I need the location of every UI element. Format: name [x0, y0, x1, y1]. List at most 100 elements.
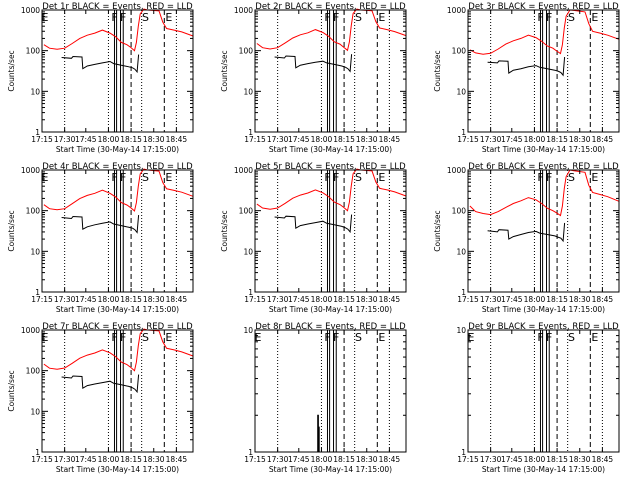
y-tick-label: 100 [452, 207, 467, 216]
series-lld-line [43, 328, 194, 372]
x-axis-label: Start Time (30-May-14 17:15:00) [482, 145, 605, 154]
x-tick-label: 18:30 [569, 295, 591, 304]
x-tick-label: 18:15 [546, 295, 568, 304]
x-tick-label: 17:45 [75, 455, 97, 464]
x-tick-label: 18:00 [98, 455, 120, 464]
x-tick-label: 17:15 [457, 455, 479, 464]
series-lld-line [469, 169, 620, 217]
marker-label: E [165, 11, 172, 24]
x-tick-label: 17:30 [480, 455, 502, 464]
marker-label: E [378, 11, 385, 24]
y-tick-label: 10 [30, 247, 40, 256]
y-tick-label: 1000 [234, 166, 253, 175]
series-events-line [487, 222, 566, 243]
y-axis-label: Counts/sec [7, 370, 16, 411]
x-tick-label: 18:45 [592, 455, 614, 464]
x-tick-label: 18:15 [333, 295, 355, 304]
x-tick-label: 17:30 [54, 295, 76, 304]
marker-label: F [546, 331, 552, 344]
x-axis-label: Start Time (30-May-14 17:15:00) [482, 305, 605, 314]
marker-label: S [568, 331, 575, 344]
x-tick-label: 18:45 [379, 135, 401, 144]
x-tick-label: 18:00 [98, 295, 120, 304]
panel-title: Det 3r BLACK = Events, RED = LLD [468, 2, 619, 12]
marker-label: E [165, 331, 172, 344]
x-tick-label: 18:45 [166, 455, 188, 464]
marker-label: S [355, 331, 362, 344]
series-events-line [61, 215, 140, 234]
y-tick-label: 1 [35, 448, 40, 457]
marker-label: F [537, 331, 543, 344]
marker-label: S [568, 11, 575, 24]
plot-frame [467, 9, 620, 133]
x-tick-label: 17:45 [288, 455, 310, 464]
series-lld-line [43, 168, 194, 212]
x-tick-label: 17:15 [457, 135, 479, 144]
x-tick-label: 17:15 [244, 295, 266, 304]
y-tick-label: 10 [243, 247, 253, 256]
marker-label: F [546, 171, 552, 184]
plot-frame [41, 169, 194, 293]
y-tick-label: 10 [456, 87, 466, 96]
x-tick-label: 17:30 [480, 135, 502, 144]
y-tick-label: 10 [456, 326, 466, 335]
x-tick-label: 17:15 [457, 295, 479, 304]
marker-label: E [378, 171, 385, 184]
panel-title: Det 8r BLACK = Events, RED = LLD [255, 322, 406, 332]
x-axis-label: Start Time (30-May-14 17:15:00) [269, 465, 392, 474]
y-axis-label: Counts/sec [7, 50, 16, 91]
marker-label: E [42, 171, 49, 184]
x-tick-label: 18:30 [356, 295, 378, 304]
series-events-line [61, 374, 140, 394]
x-tick-label: 17:45 [288, 135, 310, 144]
panel-title: Det 5r BLACK = Events, RED = LLD [255, 162, 406, 172]
x-axis-label: Start Time (30-May-14 17:15:00) [482, 465, 605, 474]
y-axis-label: Counts/sec [220, 210, 229, 251]
x-tick-label: 17:30 [54, 455, 76, 464]
marker-label: F [120, 11, 126, 24]
marker-label: F [111, 331, 117, 344]
y-tick-label: 1 [35, 288, 40, 297]
x-tick-label: 17:15 [31, 295, 53, 304]
y-tick-label: 10 [456, 247, 466, 256]
plot-frame [254, 9, 407, 133]
series-events-line [274, 54, 353, 73]
plot-frame [41, 329, 194, 453]
x-tick-label: 17:30 [267, 135, 289, 144]
marker-label: F [120, 171, 126, 184]
x-tick-label: 17:45 [288, 295, 310, 304]
x-tick-label: 18:30 [356, 135, 378, 144]
marker-label: S [568, 171, 575, 184]
panel-title: Det 9r BLACK = Events, RED = LLD [468, 322, 619, 332]
series-lld-line [43, 8, 194, 52]
marker-label: F [111, 171, 117, 184]
x-tick-label: 18:00 [98, 135, 120, 144]
x-tick-label: 17:30 [267, 455, 289, 464]
x-axis-label: Start Time (30-May-14 17:15:00) [56, 145, 179, 154]
x-tick-label: 18:15 [333, 135, 355, 144]
panel-title: Det 6r BLACK = Events, RED = LLD [468, 162, 619, 172]
series-events-line [61, 54, 140, 74]
y-tick-label: 1 [461, 448, 466, 457]
x-tick-label: 17:45 [501, 455, 523, 464]
y-tick-label: 100 [26, 47, 41, 56]
y-tick-label: 1 [248, 448, 253, 457]
marker-label: F [111, 11, 117, 24]
y-axis-label: Counts/sec [7, 210, 16, 251]
x-tick-label: 18:00 [524, 135, 546, 144]
marker-label: S [142, 11, 149, 24]
x-tick-label: 17:30 [480, 295, 502, 304]
x-tick-label: 18:00 [311, 295, 333, 304]
y-axis-label: Counts/sec [220, 50, 229, 91]
series-events-line [317, 414, 320, 453]
y-tick-label: 1000 [447, 6, 466, 15]
x-tick-label: 18:00 [311, 455, 333, 464]
x-tick-label: 18:15 [546, 455, 568, 464]
y-tick-label: 1000 [234, 6, 253, 15]
